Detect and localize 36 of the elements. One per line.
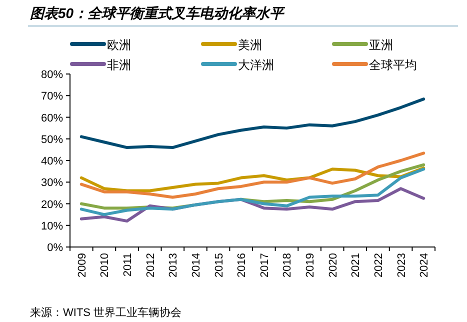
x-tick-label: 2023 — [396, 253, 408, 278]
x-tick-label: 2014 — [190, 253, 202, 278]
x-tick-label: 2012 — [144, 253, 157, 278]
line-series — [80, 98, 426, 150]
x-tick-label: 2011 — [122, 253, 134, 277]
y-tick-label: 40% — [40, 156, 64, 168]
legend-label: 美洲 — [238, 38, 262, 52]
line-series — [80, 152, 426, 199]
x-tick-label: 2009 — [76, 253, 88, 278]
legend-label: 亚洲 — [369, 38, 393, 52]
y-tick-label: 60% — [40, 112, 64, 124]
y-tick-label: 20% — [40, 198, 64, 211]
x-tick-label: 2013 — [168, 253, 180, 278]
x-tick-label: 2018 — [282, 253, 294, 278]
x-tick-label: 2019 — [304, 253, 317, 278]
x-tick-label: 2015 — [213, 253, 226, 278]
x-tick-label: 2010 — [99, 253, 112, 278]
chart-title: 图表50：全球平衡重式叉车电动化率水平 — [30, 5, 286, 21]
y-tick-label: 80% — [40, 69, 64, 81]
source-note: 来源：WITS 世界工业车辆协会 — [30, 306, 182, 319]
x-tick-label: 2024 — [418, 253, 431, 278]
x-tick-label: 2017 — [258, 253, 271, 278]
legend-label: 非洲 — [107, 58, 131, 72]
legend-label: 全球平均 — [369, 58, 417, 72]
x-tick-label: 2016 — [236, 253, 248, 278]
legend-label: 欧洲 — [107, 38, 131, 52]
y-tick-label: 70% — [40, 90, 64, 103]
x-tick-label: 2021 — [350, 253, 362, 278]
x-tick-label: 2020 — [327, 253, 340, 278]
legend-label: 大洋洲 — [238, 58, 274, 72]
x-tick-label: 2022 — [372, 253, 385, 278]
y-tick-label: 30% — [40, 177, 64, 190]
y-tick-label: 0% — [47, 242, 64, 254]
y-tick-label: 50% — [40, 134, 64, 146]
line-series — [80, 168, 426, 216]
y-tick-label: 10% — [40, 220, 64, 232]
